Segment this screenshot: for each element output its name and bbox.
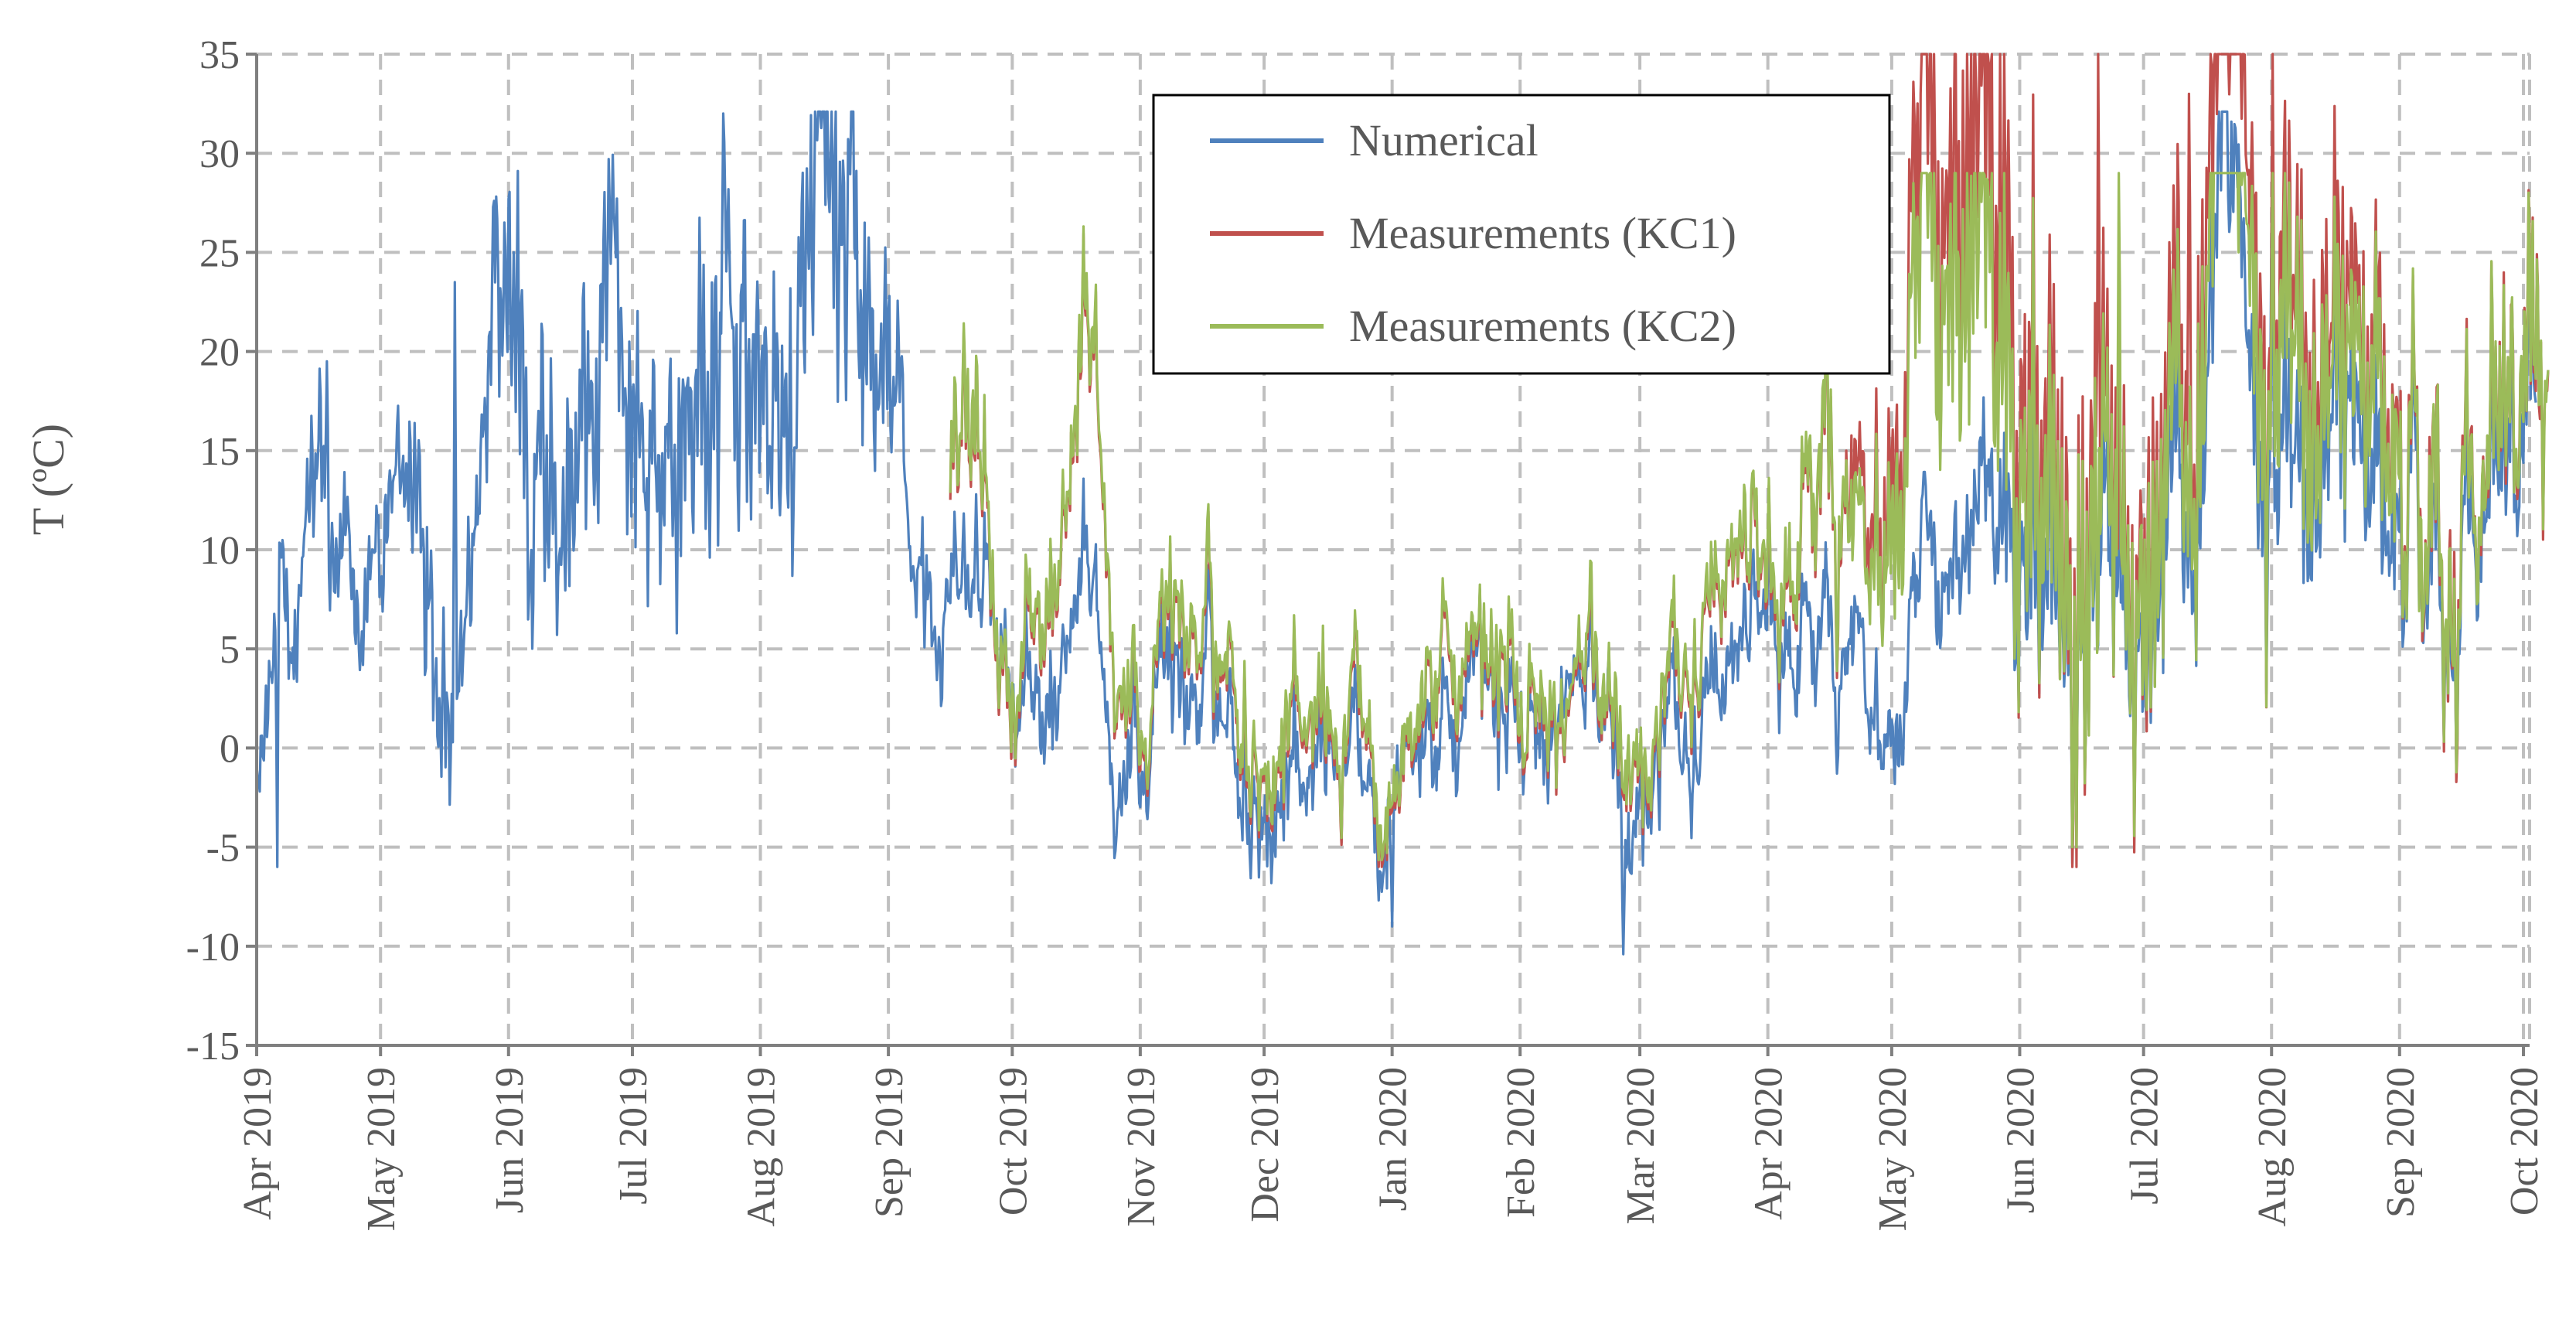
legend-label-kc1: Measurements (KC1) <box>1349 208 1736 258</box>
legend-label-kc2: Measurements (KC2) <box>1349 301 1736 351</box>
x-tick-label-11: Mar 2020 <box>1619 1067 1663 1225</box>
x-tick-label-2: Jun 2019 <box>488 1067 532 1213</box>
x-tick-label-12: Apr 2020 <box>1747 1067 1791 1220</box>
x-tick-label-9: Jan 2020 <box>1371 1067 1416 1211</box>
y-tick-label-2: 25 <box>199 231 240 275</box>
x-tick-label-10: Feb 2020 <box>1499 1067 1543 1218</box>
x-tick-label-6: Oct 2019 <box>991 1067 1035 1215</box>
x-tick-label-14: Jun 2020 <box>1998 1067 2043 1213</box>
x-tick-label-5: Sep 2019 <box>867 1067 911 1218</box>
x-tick-label-16: Aug 2020 <box>2251 1067 2295 1227</box>
y-tick-label-3: 20 <box>199 331 240 375</box>
y-tick-label-7: 0 <box>220 727 240 771</box>
x-tick-label-4: Aug 2019 <box>740 1067 784 1227</box>
x-tick-label-0: Apr 2019 <box>236 1067 280 1220</box>
x-tick-label-15: Jul 2020 <box>2123 1067 2167 1205</box>
y-tick-label-9: -10 <box>186 926 240 970</box>
y-tick-label-5: 10 <box>199 529 240 573</box>
y-tick-label-10: -15 <box>186 1024 240 1069</box>
legend-label-numerical: Numerical <box>1349 115 1538 165</box>
y-tick-label-8: -5 <box>206 827 240 871</box>
y-tick-label-4: 15 <box>199 430 240 474</box>
x-tick-label-17: Sep 2020 <box>2379 1067 2423 1218</box>
y-tick-labels: 35 30 25 20 15 10 5 0 -5 -10 -15 <box>186 33 240 1069</box>
x-tick-labels: Apr 2019 May 2019 Jun 2019 Jul 2019 Aug 2019… <box>236 1067 2547 1231</box>
x-tick-label-13: May 2020 <box>1871 1067 1915 1231</box>
axes <box>246 53 2530 1056</box>
y-tick-label-6: 5 <box>220 628 240 672</box>
x-tick-label-8: Dec 2019 <box>1243 1067 1287 1222</box>
legend: Numerical Measurements (KC1) Measurement… <box>1152 94 1891 375</box>
x-tick-label-1: May 2019 <box>359 1067 404 1231</box>
y-axis-label: T (ºC) <box>23 424 73 535</box>
series-line-measurements-kc2 <box>949 172 2550 861</box>
x-tick-label-3: Jul 2019 <box>612 1067 656 1205</box>
y-tick-label-0: 35 <box>199 33 240 77</box>
x-tick-label-7: Nov 2019 <box>1119 1067 1164 1227</box>
x-tick-label-18: Oct 2020 <box>2503 1067 2547 1215</box>
series-layer <box>255 53 2550 956</box>
y-tick-label-1: 30 <box>199 132 240 176</box>
